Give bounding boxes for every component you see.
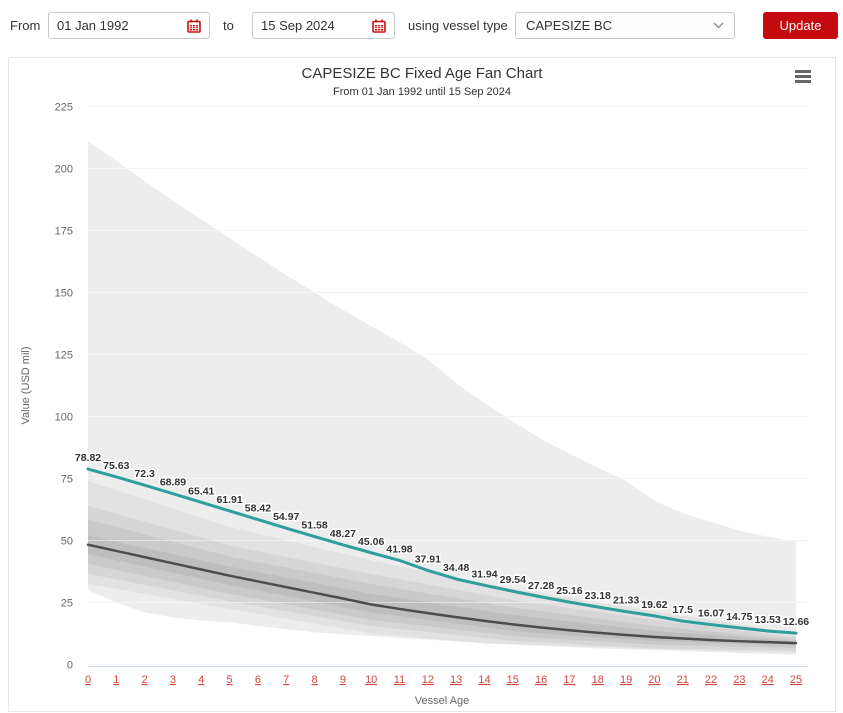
- chart-title: CAPESIZE BC Fixed Age Fan Chart: [301, 65, 543, 82]
- y-axis-title: Value (USD mil): [20, 346, 32, 424]
- x-tick-link[interactable]: 7: [283, 674, 289, 686]
- hamburger-icon: [795, 70, 811, 83]
- calendar-icon[interactable]: [187, 19, 201, 33]
- data-label: 61.91: [216, 494, 242, 506]
- data-label: 21.33: [613, 595, 639, 607]
- chart-svg: 78.8275.6372.368.8965.4161.9158.4254.975…: [20, 102, 811, 708]
- y-axis-labels: 0 25 50 75 100 125 150 175 200 225: [55, 102, 73, 672]
- y-tick-label: 0: [67, 660, 73, 672]
- data-label: 78.82: [75, 452, 101, 464]
- y-tick-label: 75: [61, 474, 73, 486]
- x-tick-link[interactable]: 4: [198, 674, 204, 686]
- x-tick-link[interactable]: 21: [677, 674, 689, 686]
- data-label: 68.89: [160, 477, 186, 489]
- calendar-icon[interactable]: [372, 19, 386, 33]
- x-tick-link[interactable]: 10: [365, 674, 377, 686]
- data-label: 54.97: [273, 511, 299, 523]
- data-label: 48.27: [330, 528, 356, 540]
- x-tick-link[interactable]: 24: [762, 674, 774, 686]
- data-label: 72.3: [134, 468, 155, 480]
- data-label: 25.16: [556, 585, 582, 597]
- x-tick-link[interactable]: 17: [563, 674, 575, 686]
- data-label: 41.98: [386, 543, 412, 555]
- historical-median-line: [86, 543, 798, 645]
- x-tick-link[interactable]: 0: [85, 674, 91, 686]
- data-label: 58.42: [245, 503, 271, 515]
- x-tick-link[interactable]: 18: [592, 674, 604, 686]
- y-tick-label: 100: [55, 412, 73, 424]
- vessel-type-value: CAPESIZE BC: [526, 18, 612, 33]
- data-label: 13.53: [755, 614, 781, 626]
- x-tick-link[interactable]: 25: [790, 674, 802, 686]
- x-tick-link[interactable]: 8: [311, 674, 317, 686]
- y-gridlines-overlay: [88, 106, 808, 665]
- data-label: 23.18: [585, 590, 611, 602]
- y-tick-label: 200: [55, 164, 73, 176]
- x-axis-links: 0 1 2 3 4 5 6 7 8 9 10 11 12 13 14 15 16 17 18 19 20 21 22 23 24…: [85, 674, 802, 686]
- data-label: 27.28: [528, 580, 554, 592]
- x-tick-link[interactable]: 14: [478, 674, 490, 686]
- data-label: 29.54: [500, 574, 526, 586]
- chart-subtitle: From 01 Jan 1992 until 15 Sep 2024: [333, 86, 511, 98]
- x-tick-link[interactable]: 22: [705, 674, 717, 686]
- x-tick-link[interactable]: 5: [227, 674, 233, 686]
- data-label: 16.07: [698, 608, 724, 620]
- x-tick-link[interactable]: 3: [170, 674, 176, 686]
- data-label: 65.41: [188, 485, 214, 497]
- y-tick-label: 225: [55, 102, 73, 114]
- update-button[interactable]: Update: [763, 12, 838, 39]
- from-date-value: 01 Jan 1992: [57, 18, 129, 33]
- to-date-input[interactable]: 15 Sep 2024: [252, 12, 395, 39]
- x-tick-link[interactable]: 19: [620, 674, 632, 686]
- y-tick-label: 25: [61, 598, 73, 610]
- x-tick-link[interactable]: 1: [113, 674, 119, 686]
- from-label: From: [10, 18, 41, 33]
- data-label: 34.48: [443, 562, 469, 574]
- fixed-age-value-line: [86, 467, 798, 635]
- data-label: 75.63: [103, 460, 129, 472]
- x-tick-link[interactable]: 16: [535, 674, 547, 686]
- data-label: 19.62: [641, 599, 667, 611]
- chart-menu-button[interactable]: [791, 66, 815, 86]
- x-tick-link[interactable]: 13: [450, 674, 462, 686]
- y-tick-label: 125: [55, 350, 73, 362]
- y-tick-label: 175: [55, 226, 73, 238]
- to-label: to: [223, 18, 234, 33]
- data-label: 31.94: [471, 568, 497, 580]
- x-tick-link[interactable]: 23: [733, 674, 745, 686]
- x-tick-link[interactable]: 2: [142, 674, 148, 686]
- to-date-value: 15 Sep 2024: [261, 18, 335, 33]
- y-tick-label: 150: [55, 288, 73, 300]
- x-tick-link[interactable]: 20: [648, 674, 660, 686]
- x-tick-link[interactable]: 9: [340, 674, 346, 686]
- from-date-input[interactable]: 01 Jan 1992: [48, 12, 210, 39]
- x-tick-link[interactable]: 12: [422, 674, 434, 686]
- fan-bands: [88, 141, 796, 655]
- data-label: 37.91: [415, 553, 441, 565]
- vessel-type-label: using vessel type: [408, 18, 508, 33]
- data-label: 17.5: [673, 604, 694, 616]
- x-tick-link[interactable]: 11: [394, 674, 405, 686]
- y-tick-label: 50: [61, 536, 73, 548]
- data-label: 51.58: [301, 520, 327, 532]
- x-tick-link[interactable]: 6: [255, 674, 261, 686]
- data-label: 14.75: [726, 611, 752, 623]
- x-tick-link[interactable]: 15: [507, 674, 519, 686]
- data-label: 45.06: [358, 536, 384, 548]
- fan-band-envelope: [88, 141, 796, 655]
- data-label: 12.66: [783, 616, 809, 628]
- x-axis-title: Vessel Age: [415, 695, 469, 707]
- chart-card: CAPESIZE BC Fixed Age Fan Chart From 01 …: [8, 57, 836, 712]
- vessel-type-select[interactable]: CAPESIZE BC: [515, 12, 735, 39]
- chevron-down-icon: [703, 22, 724, 29]
- toolbar: From 01 Jan 1992 to 15 Sep 2024: [0, 0, 843, 50]
